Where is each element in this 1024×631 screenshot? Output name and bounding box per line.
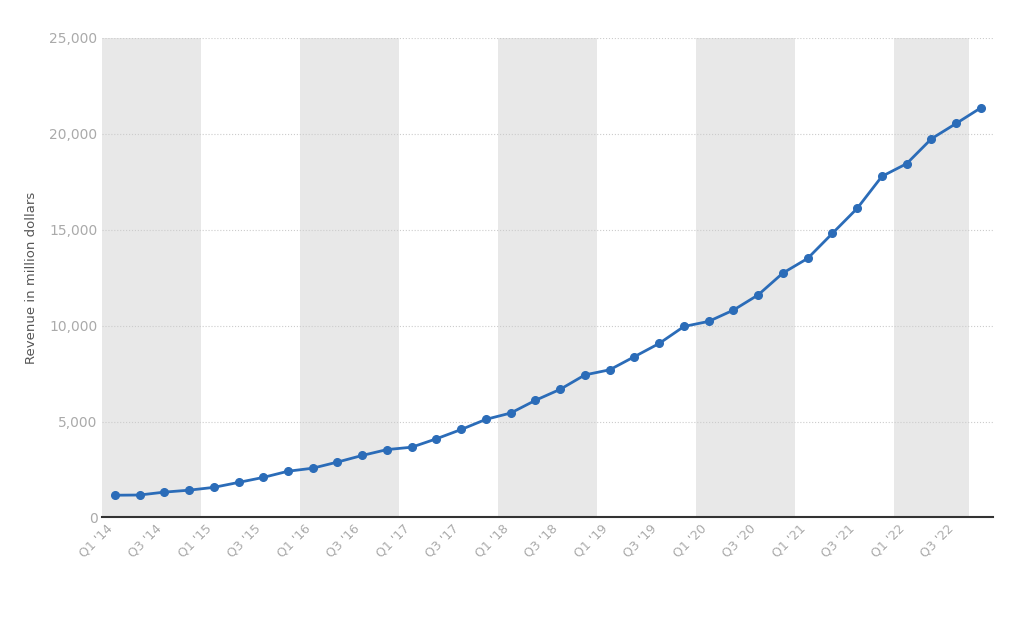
Bar xyxy=(597,38,696,517)
Bar xyxy=(102,38,202,517)
Bar xyxy=(894,38,969,517)
Bar xyxy=(499,38,597,517)
Bar xyxy=(202,38,300,517)
Bar xyxy=(696,38,796,517)
Bar xyxy=(399,38,499,517)
Bar xyxy=(796,38,894,517)
Bar xyxy=(300,38,399,517)
Y-axis label: Revenue in million dollars: Revenue in million dollars xyxy=(26,192,38,363)
